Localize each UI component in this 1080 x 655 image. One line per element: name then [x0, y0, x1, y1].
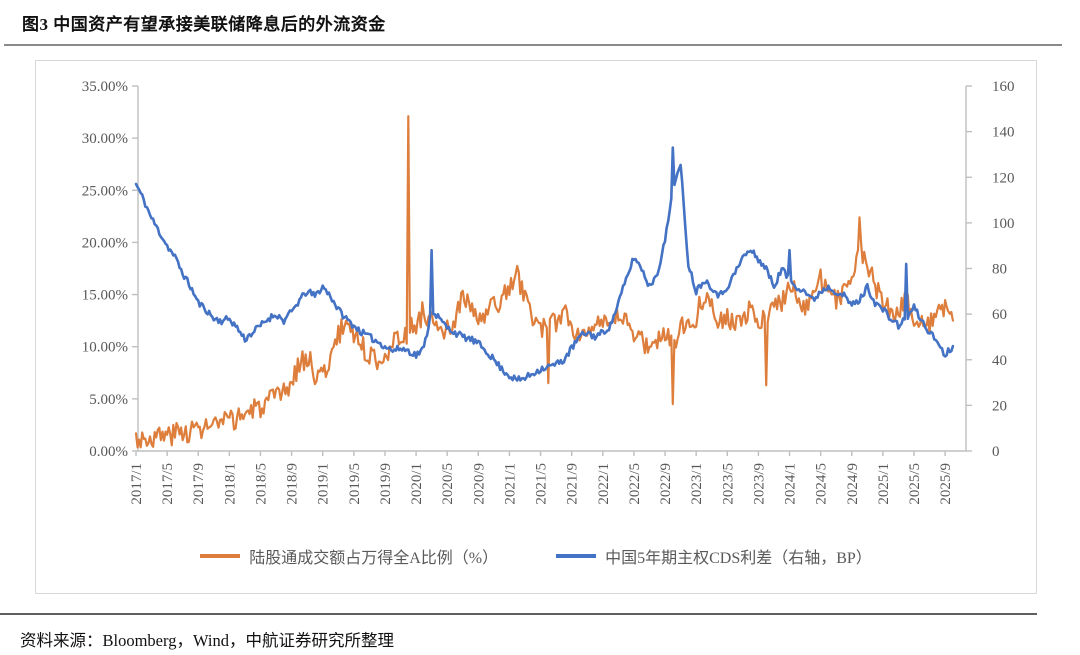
x-axis-label: 2024/9	[845, 463, 861, 505]
chart-plot: 35.00% 30.00% 25.00% 20.00% 15.00% 10.00% 5.00…	[82, 79, 1015, 505]
x-axis-label: 2025/5	[907, 463, 923, 505]
legend-line-swatch-orange	[200, 554, 241, 558]
x-axis-label: 2020/5	[440, 463, 456, 505]
y-axis-label-left: 25.00%	[82, 183, 128, 199]
x-axis-label: 2017/1	[129, 463, 145, 505]
x-axis-label: 2025/9	[938, 463, 954, 505]
x-axis-label: 2019/5	[347, 463, 363, 505]
source-note: 资料来源：Bloomberg，Wind，中航证券研究所整理	[20, 631, 394, 650]
y-axis-label-right: 80	[992, 262, 1007, 278]
legend-item-northbound: 陆股通成交额占万得全A比例（%）	[200, 544, 498, 568]
y-axis-label-left: 15.00%	[82, 288, 128, 304]
series-line-cds-spread	[134, 146, 955, 382]
x-axis-label: 2023/5	[720, 463, 736, 505]
chart-legend: 陆股通成交额占万得全A比例（%） 中国5年期主权CDS利差（右轴，BP）	[36, 544, 1036, 568]
x-axis-label: 2021/9	[565, 463, 581, 505]
y-axis-label-left: 30.00%	[82, 131, 128, 147]
x-axis-label: 2019/1	[316, 463, 332, 505]
x-axis-label: 2024/1	[783, 463, 799, 505]
source-rule	[0, 613, 1037, 615]
x-axis-label: 2021/5	[534, 463, 550, 505]
x-axis-label: 2018/1	[222, 463, 238, 505]
x-axis-label: 2018/5	[253, 463, 269, 505]
x-axis-label: 2022/9	[658, 463, 674, 505]
y-axis-label-right: 0	[992, 444, 1000, 460]
x-axis-label: 2018/9	[285, 463, 301, 505]
x-axis-label: 2017/9	[191, 463, 207, 505]
y-axis-label-left: 10.00%	[82, 340, 128, 356]
x-axis-label: 2022/5	[627, 463, 643, 505]
y-axis-label-right: 60	[992, 307, 1007, 323]
y-axis-label-left: 5.00%	[89, 392, 128, 408]
x-axis-label: 2020/1	[409, 463, 425, 505]
y-axis-label-right: 40	[992, 353, 1007, 369]
y-axis-label-right: 160	[992, 79, 1015, 95]
x-axis-label: 2023/9	[751, 463, 767, 505]
y-axis-label-right: 100	[992, 216, 1015, 232]
x-axis-label: 2019/9	[378, 463, 394, 505]
title-rule	[4, 44, 1062, 46]
y-axis-label-right: 140	[992, 125, 1015, 141]
y-axis-label-right: 120	[992, 170, 1015, 186]
legend-label-cds: 中国5年期主权CDS利差（右轴，BP）	[605, 550, 872, 567]
x-axis-label: 2021/1	[502, 463, 518, 505]
y-axis-label-left: 0.00%	[89, 444, 128, 460]
series-line-northbound-turnover	[134, 115, 954, 449]
legend-line-swatch-blue	[556, 554, 597, 558]
x-axis-label: 2020/9	[471, 463, 487, 505]
x-axis-label: 2025/1	[876, 463, 892, 505]
y-axis-label-left: 20.00%	[82, 235, 128, 251]
legend-label-northbound: 陆股通成交额占万得全A比例（%）	[249, 550, 499, 567]
y-axis-label-right: 20	[992, 398, 1007, 414]
x-axis-label: 2022/1	[596, 463, 612, 505]
chart-frame: 35.00% 30.00% 25.00% 20.00% 15.00% 10.00% 5.00…	[35, 60, 1037, 594]
legend-item-cds: 中国5年期主权CDS利差（右轴，BP）	[556, 544, 872, 568]
figure-title: 图3 中国资产有望承接美联储降息后的外流资金	[22, 15, 386, 34]
y-axis-label-left: 35.00%	[82, 79, 128, 95]
x-axis-label: 2023/1	[689, 463, 705, 505]
x-axis-label: 2017/5	[160, 463, 176, 505]
x-axis-label: 2024/5	[814, 463, 830, 505]
